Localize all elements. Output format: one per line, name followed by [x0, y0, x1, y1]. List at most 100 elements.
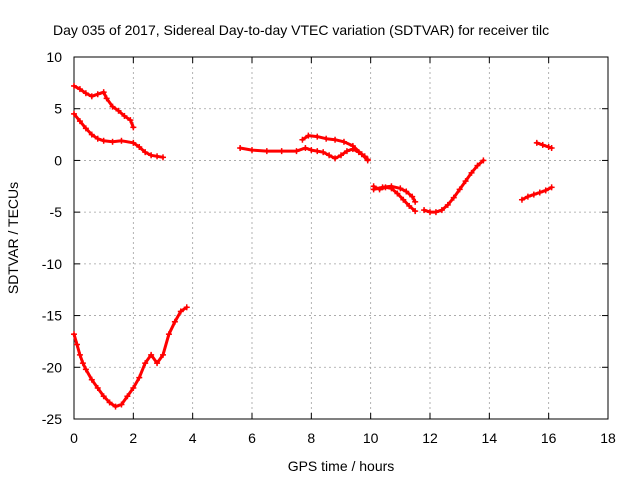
series-segment-5 — [299, 132, 371, 164]
data-point — [406, 202, 413, 209]
data-point — [397, 185, 404, 192]
series-segment-10 — [518, 184, 555, 203]
series-segment-4 — [237, 145, 371, 163]
y-tick-label: -5 — [50, 204, 63, 220]
data-point — [379, 184, 386, 191]
data-point — [409, 193, 416, 200]
x-tick-label: 8 — [307, 430, 315, 446]
data-point — [82, 366, 89, 373]
series-trace — [422, 158, 485, 214]
data-point — [160, 154, 166, 161]
data-point — [154, 360, 161, 367]
data-point — [432, 209, 439, 216]
data-point — [160, 351, 166, 358]
data-point — [183, 304, 190, 311]
data-point — [249, 147, 255, 154]
data-point — [237, 145, 244, 152]
data-point — [73, 341, 80, 348]
y-axis-title: SDTVAR / TECUs — [5, 182, 21, 294]
x-tick-label: 18 — [600, 430, 616, 446]
x-tick-label: 14 — [482, 430, 498, 446]
series-segment-7 — [370, 183, 419, 205]
data-point — [121, 112, 128, 119]
series-segment-8 — [421, 157, 487, 216]
series-segment-2 — [71, 110, 166, 161]
data-point — [314, 133, 321, 140]
series-trace — [72, 112, 165, 159]
data-point — [545, 143, 552, 150]
data-point — [106, 399, 113, 406]
data-point — [154, 153, 161, 160]
data-point — [82, 125, 89, 132]
data-point — [326, 152, 333, 159]
data-point — [263, 148, 270, 155]
data-point — [370, 186, 377, 193]
data-point — [530, 191, 537, 198]
grid-layer — [74, 57, 608, 419]
data-point — [302, 145, 309, 152]
data-point — [136, 374, 143, 381]
data-point — [76, 118, 83, 125]
x-axis-title: GPS time / hours — [288, 458, 395, 474]
data-point — [148, 152, 155, 159]
data-point — [103, 95, 110, 102]
data-point — [76, 351, 83, 358]
data-point — [88, 93, 95, 100]
data-point — [456, 186, 463, 193]
x-tick-label: 6 — [248, 430, 256, 446]
data-point — [314, 148, 321, 155]
data-point — [412, 198, 419, 205]
data-point — [305, 132, 312, 139]
data-point — [165, 331, 172, 338]
series-segment-9 — [533, 139, 555, 152]
y-tick-label: -10 — [42, 256, 62, 272]
data-point — [88, 376, 95, 383]
data-point — [343, 148, 350, 155]
data-point — [142, 149, 149, 156]
data-point — [444, 201, 451, 208]
data-point — [118, 137, 125, 144]
data-point — [462, 178, 469, 185]
data-point — [338, 152, 344, 159]
data-point — [130, 124, 137, 131]
data-point — [293, 148, 300, 155]
data-point — [400, 196, 407, 203]
data-point — [127, 117, 134, 124]
series-trace — [520, 185, 554, 202]
data-point — [438, 207, 445, 214]
data-point — [136, 143, 143, 150]
data-point — [109, 138, 116, 145]
y-tick-label: 0 — [54, 152, 62, 168]
y-tick-label: -25 — [42, 411, 62, 427]
data-point — [427, 209, 433, 216]
data-point — [323, 135, 330, 142]
data-point — [412, 208, 419, 215]
data-point — [142, 360, 149, 367]
data-point — [88, 131, 95, 138]
data-point — [130, 384, 137, 391]
data-point — [112, 403, 119, 410]
data-point — [518, 196, 525, 203]
data-point — [332, 155, 339, 162]
data-point — [100, 137, 107, 144]
plot-frame — [73, 56, 609, 420]
data-point — [130, 139, 137, 146]
data-point — [349, 142, 356, 149]
y-tick-label: 10 — [46, 49, 62, 65]
data-point — [148, 351, 155, 358]
data-point — [82, 90, 89, 97]
data-point — [109, 103, 116, 110]
data-point — [340, 138, 347, 145]
data-point — [100, 89, 107, 96]
data-point — [533, 139, 540, 146]
data-point — [71, 110, 77, 117]
tick-layer: 0 2 4 6 8 10 12 14 16 18 10 5 0 -5 -10 -15 -20 -25 — [42, 49, 616, 446]
data-point — [394, 190, 401, 197]
x-tick-label: 4 — [189, 430, 197, 446]
y-tick-label: 5 — [54, 101, 62, 117]
series-segment-1 — [71, 82, 137, 131]
data-point — [171, 318, 178, 325]
data-point — [332, 136, 339, 143]
data-point — [358, 151, 365, 158]
